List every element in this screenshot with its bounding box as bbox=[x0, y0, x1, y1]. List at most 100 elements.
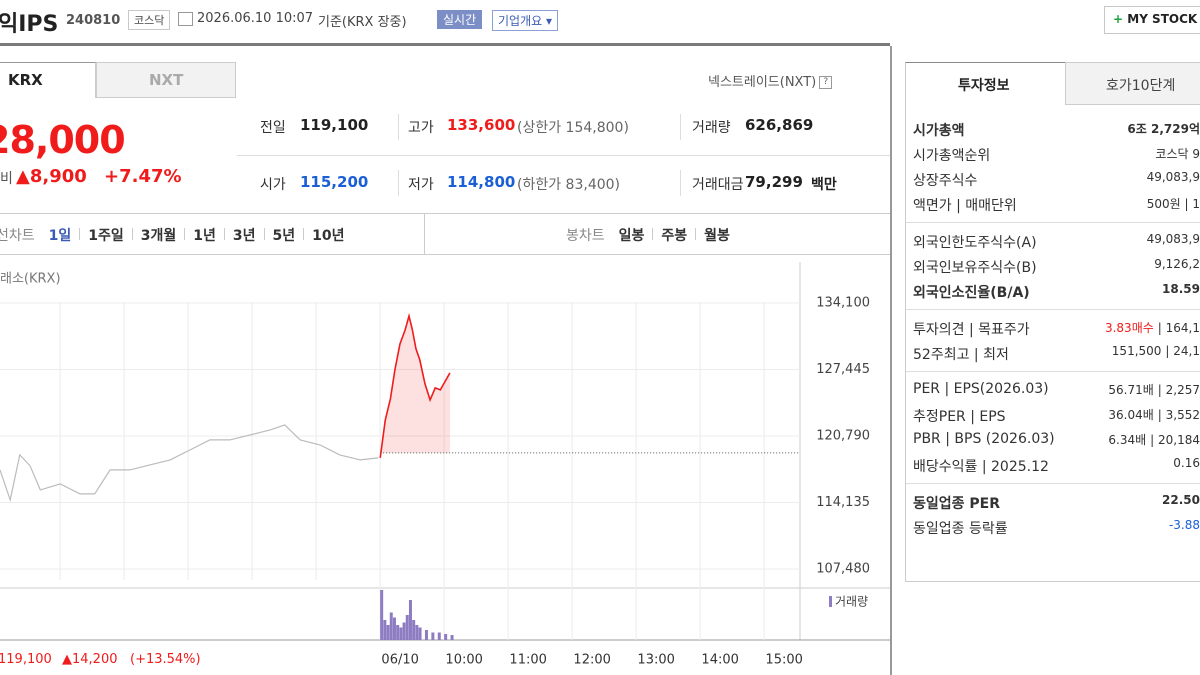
tab-separator bbox=[131, 228, 133, 240]
volume-bar bbox=[402, 622, 406, 640]
tab-heading: 봉차트 bbox=[566, 228, 605, 244]
period-tab[interactable]: 일봉 bbox=[618, 228, 645, 244]
period-tab[interactable]: 5년 bbox=[272, 228, 296, 244]
price-line bbox=[0, 424, 379, 503]
volume-bar bbox=[424, 630, 428, 640]
info-value-text: | 20,184 bbox=[1150, 433, 1200, 447]
info-label: 외국인한도주식수(A) bbox=[913, 235, 1037, 251]
panel-divider bbox=[890, 46, 892, 675]
info-label: 외국인소진율(B/A) bbox=[913, 285, 1030, 301]
info-value: 49,083,9 bbox=[1147, 170, 1200, 184]
period-tab[interactable]: 10년 bbox=[312, 228, 345, 244]
nxt-link[interactable]: 넥스트레이드(NXT)? bbox=[708, 71, 833, 90]
info-row: 동일업종 PER 22.50 bbox=[913, 493, 1200, 515]
volume-bar bbox=[396, 625, 400, 640]
info-value-text: 49,083,9 bbox=[1146, 170, 1200, 184]
company-button[interactable]: 기업개요 ▾ bbox=[492, 10, 559, 31]
calendar-icon bbox=[178, 12, 193, 26]
period-tab[interactable]: 1일 bbox=[48, 228, 72, 244]
info-value: 56.71배 | 2,257 bbox=[1108, 381, 1200, 398]
summary-label: 전일 bbox=[260, 120, 286, 136]
period-bar bbox=[0, 213, 890, 255]
info-row: 52주최고 | 최저 151,500 | 24,1 bbox=[913, 344, 1200, 366]
price-chart: 래소(KRX) 134,100 127,445 120,790 114,135 107,4… bbox=[0, 262, 890, 668]
info-label: 시가총액 bbox=[913, 123, 965, 139]
info-value-text: 22.50 bbox=[1162, 493, 1200, 507]
side-tab[interactable]: 투자정보 bbox=[905, 62, 1065, 105]
info-row: 투자의견 | 목표주가 3.83매수 | 164,1 bbox=[913, 319, 1200, 341]
tab-label: 호가10단계 bbox=[1106, 78, 1176, 94]
market-badge: 코스닥 bbox=[128, 10, 171, 30]
volume-bar bbox=[408, 600, 412, 640]
realtime-badge[interactable]: 실시간 bbox=[437, 10, 483, 29]
info-value: 코스닥 9 bbox=[1155, 145, 1200, 162]
summary-value: 115,200 bbox=[300, 173, 369, 191]
x-tick-label: 15:00 bbox=[765, 653, 802, 668]
period-tab[interactable]: 월봉 bbox=[704, 228, 730, 244]
group-rule bbox=[906, 222, 1200, 223]
period-tab[interactable]: 주봉 bbox=[661, 228, 688, 244]
info-value-text: 6조 2,729억 bbox=[1127, 122, 1200, 136]
info-value: 6조 2,729억 bbox=[1127, 120, 1200, 137]
legend-swatch bbox=[829, 596, 832, 607]
nxt-tab[interactable]: NXT bbox=[96, 62, 236, 98]
info-label: 동일업종 PER bbox=[913, 496, 1000, 512]
footer-rate: (+13.54%) bbox=[130, 652, 201, 667]
info-value-text: | 24,1 bbox=[1165, 344, 1200, 358]
info-label: 추정PER | EPS bbox=[913, 409, 1006, 425]
info-value: 36.04배 | 3,552 bbox=[1108, 406, 1200, 423]
period-tab[interactable]: 3개월 bbox=[140, 228, 177, 244]
footer-change: ▲14,200 bbox=[62, 652, 118, 667]
header-rule bbox=[0, 43, 890, 46]
info-value: 0.16 bbox=[1173, 456, 1200, 470]
info-value-text: 9,126,2 bbox=[1154, 257, 1200, 271]
info-value: 18.59 bbox=[1162, 282, 1200, 296]
volume-bar bbox=[386, 625, 390, 640]
info-row: PBR | BPS (2026.03) 6.34배 | 20,184 bbox=[913, 431, 1200, 453]
volume-bar bbox=[389, 612, 393, 640]
plus-icon: + bbox=[1113, 12, 1124, 26]
period-tab[interactable]: 1년 bbox=[193, 228, 216, 244]
x-tick-label: 12:00 bbox=[573, 653, 610, 668]
krx-tab[interactable]: KRX bbox=[0, 62, 96, 98]
footer-prev: 119,100 bbox=[0, 652, 52, 667]
info-value: 22.50 bbox=[1162, 493, 1200, 507]
info-row: 외국인보유주식수(B) 9,126,2 bbox=[913, 257, 1200, 279]
info-row: 배당수익률 | 2025.12 0.16 bbox=[913, 456, 1200, 478]
y-tick-label: 134,100 bbox=[816, 295, 870, 310]
summary-value: 79,299 bbox=[745, 173, 803, 191]
divider bbox=[424, 213, 425, 255]
summary-value: 119,100 bbox=[300, 116, 369, 134]
volume-bar bbox=[450, 635, 454, 640]
x-tick-label: 13:00 bbox=[637, 653, 674, 668]
side-tab[interactable]: 호가10단계 bbox=[1065, 62, 1200, 105]
period-tab[interactable]: 3년 bbox=[232, 228, 256, 244]
info-value-text: 3.83매수 bbox=[1104, 321, 1154, 335]
info-value-text: 코스닥 9 bbox=[1155, 147, 1200, 161]
summary-note: (상한가 154,800) bbox=[517, 120, 629, 136]
nxt-link-label: 넥스트레이드(NXT) bbox=[708, 75, 817, 90]
info-value-text: 18.59 bbox=[1162, 282, 1200, 296]
volume-bar bbox=[444, 634, 448, 640]
info-value: -3.88 bbox=[1169, 518, 1200, 532]
legend-label: 거래량 bbox=[835, 595, 868, 609]
volume-bar bbox=[380, 590, 384, 640]
info-value-text: 36.04배 bbox=[1108, 408, 1154, 422]
info-label: 상장주식수 bbox=[913, 173, 978, 189]
info-value-text: | 164,1 bbox=[1157, 321, 1200, 335]
candle-chart-tabs: 봉차트 일봉 주봉 월봉 bbox=[566, 225, 730, 245]
summary-label: 저가 bbox=[408, 177, 434, 193]
summary-label: 거래대금 bbox=[692, 177, 744, 193]
info-value-text: 56.71배 bbox=[1108, 383, 1154, 397]
tab-separator bbox=[184, 228, 186, 240]
volume-bar bbox=[431, 632, 435, 640]
my-stock-label: MY STOCK bbox=[1127, 12, 1198, 26]
volume-bar bbox=[383, 620, 387, 640]
help-icon: ? bbox=[819, 76, 833, 89]
info-value: 151,500 | 24,1 bbox=[1112, 344, 1200, 358]
info-value: 500원 | 1 bbox=[1147, 195, 1200, 212]
my-stock-button[interactable]: + MY STOCK bbox=[1104, 6, 1200, 34]
x-tick-label: 14:00 bbox=[701, 653, 738, 668]
period-tab[interactable]: 1주일 bbox=[88, 228, 124, 244]
